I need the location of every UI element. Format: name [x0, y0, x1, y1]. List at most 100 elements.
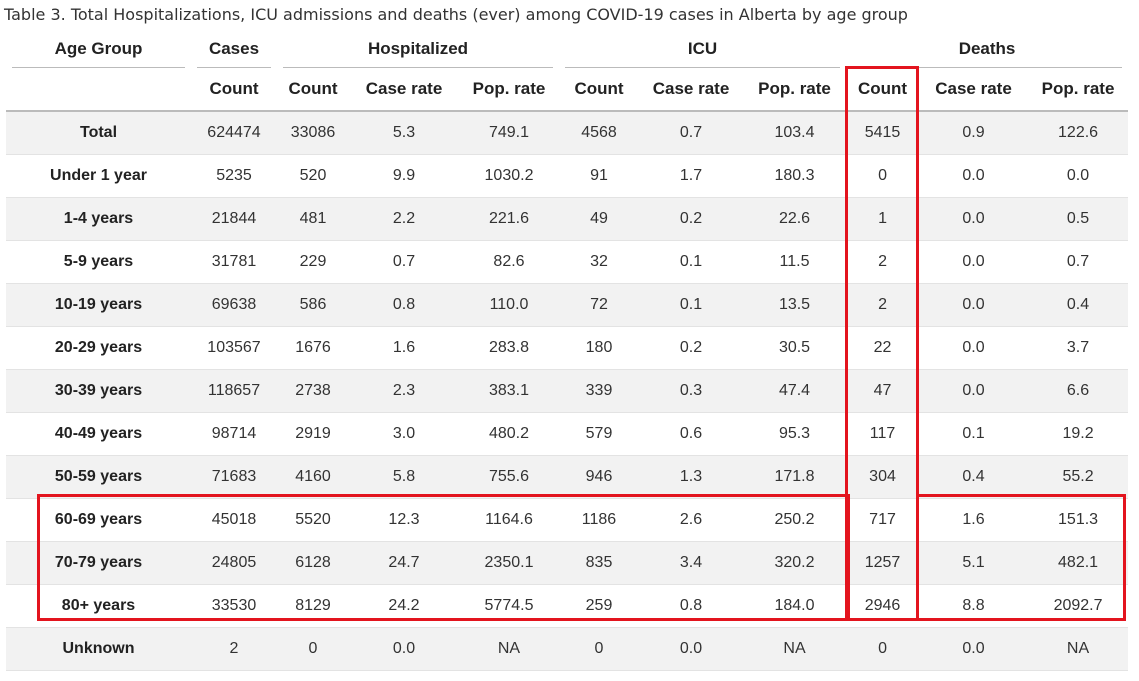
table-cell: 118657 [191, 370, 277, 413]
header-age-group: Age Group [6, 30, 191, 68]
table-cell: 4568 [559, 112, 639, 155]
table-cell: 0.7 [1028, 241, 1129, 284]
table-cell: 3.0 [349, 413, 459, 456]
table-cell: 0.0 [919, 241, 1029, 284]
table-cell: 24.2 [349, 585, 459, 628]
subheader-cell: Count [559, 68, 639, 112]
table-cell: 221.6 [459, 198, 559, 241]
subheader-cell: Case rate [349, 68, 459, 112]
table-cell: 8.8 [919, 585, 1029, 628]
table-cell: 0.0 [1028, 155, 1129, 198]
table-cell: 755.6 [459, 456, 559, 499]
table-cell: 320.2 [743, 542, 847, 585]
age-group-cell: 40-49 years [6, 413, 191, 456]
table-cell: 4160 [277, 456, 349, 499]
table-cell: 13.5 [743, 284, 847, 327]
table-cell: 6.6 [1028, 370, 1129, 413]
table-cell: 19.2 [1028, 413, 1129, 456]
table-cell: 946 [559, 456, 639, 499]
table-cell: 0.1 [639, 284, 743, 327]
table-cell: 0.7 [639, 112, 743, 155]
subheader-cell: Pop. rate [1028, 68, 1129, 112]
age-group-cell: Unknown [6, 628, 191, 671]
table-cell: 2738 [277, 370, 349, 413]
table-cell: 0.3 [639, 370, 743, 413]
table-cell: 21844 [191, 198, 277, 241]
table-cell: 0.0 [919, 284, 1029, 327]
table-cell: 0.7 [349, 241, 459, 284]
table-cell: 1.7 [639, 155, 743, 198]
table-cell: NA [459, 628, 559, 671]
table-cell: 0.0 [919, 628, 1029, 671]
table-cell: 0.4 [919, 456, 1029, 499]
header-deaths: Deaths [846, 30, 1128, 68]
table-cell: 45018 [191, 499, 277, 542]
table-cell: 2 [846, 284, 920, 327]
table-cell: 283.8 [459, 327, 559, 370]
table-row: 30-39 years 118657 2738 2.3 383.1 339 0.3 47.4 4… [6, 370, 1129, 413]
header-icu: ICU [559, 30, 846, 68]
table-cell: 110.0 [459, 284, 559, 327]
table-cell: 2.3 [349, 370, 459, 413]
table-cell: 1186 [559, 499, 639, 542]
table-cell: 0.4 [1028, 284, 1129, 327]
table-cell: 24805 [191, 542, 277, 585]
table-cell: 1164.6 [459, 499, 559, 542]
table-cell: 0.0 [919, 198, 1029, 241]
table-cell: 24.7 [349, 542, 459, 585]
table-cell: 383.1 [459, 370, 559, 413]
table-row: 10-19 years 69638 586 0.8 110.0 72 0.1 13.5 2 0.0… [6, 284, 1129, 327]
subheader-cell: Count [846, 68, 920, 112]
table-cell: 11.5 [743, 241, 847, 284]
table-cell: 2 [846, 241, 920, 284]
table-cell: 5774.5 [459, 585, 559, 628]
table-cell: 5415 [846, 112, 920, 155]
table-cell: 47.4 [743, 370, 847, 413]
table-cell: 5235 [191, 155, 277, 198]
age-group-cell: 1-4 years [6, 198, 191, 241]
table-cell: 579 [559, 413, 639, 456]
table-cell: 55.2 [1028, 456, 1129, 499]
table-cell: 586 [277, 284, 349, 327]
table-cell: 31781 [191, 241, 277, 284]
table-row: 5-9 years 31781 229 0.7 82.6 32 0.1 11.5 2 0.0 0.7 [6, 241, 1129, 284]
table-cell: 0 [559, 628, 639, 671]
table-cell: 33530 [191, 585, 277, 628]
age-group-cell: 30-39 years [6, 370, 191, 413]
table-cell: 180.3 [743, 155, 847, 198]
table-cell: 5.1 [919, 542, 1029, 585]
subheader-cell: Count [191, 68, 277, 112]
table-cell: 71683 [191, 456, 277, 499]
table-cell: 717 [846, 499, 920, 542]
table-cell: 0 [846, 155, 920, 198]
subheader-cell: Case rate [639, 68, 743, 112]
age-group-cell: 60-69 years [6, 499, 191, 542]
table-cell: 171.8 [743, 456, 847, 499]
table-cell: 0.1 [919, 413, 1029, 456]
hospitalization-table: Age Group Cases Hospitalized ICU Deaths … [6, 30, 1129, 671]
table-cell: 49 [559, 198, 639, 241]
table-cell: 22 [846, 327, 920, 370]
table-row: 1-4 years 21844 481 2.2 221.6 49 0.2 22.6 1 0.0 0.… [6, 198, 1129, 241]
subheader-blank [6, 68, 191, 112]
table-row: Total 624474 33086 5.3 749.1 4568 0.7 103.4 5415… [6, 112, 1129, 155]
table-cell: 5.3 [349, 112, 459, 155]
table-cell: 0.0 [919, 327, 1029, 370]
table-cell: 2.6 [639, 499, 743, 542]
table-cell: 0.8 [639, 585, 743, 628]
subheader-cell: Count [277, 68, 349, 112]
table-cell: 0.0 [919, 155, 1029, 198]
table-cell: 103.4 [743, 112, 847, 155]
table-row: 70-79 years 24805 6128 24.7 2350.1 835 3.4 320.… [6, 542, 1129, 585]
table-cell: 6128 [277, 542, 349, 585]
age-group-cell: 50-59 years [6, 456, 191, 499]
table-row: 50-59 years 71683 4160 5.8 755.6 946 1.3 171.8 3… [6, 456, 1129, 499]
age-group-cell: 70-79 years [6, 542, 191, 585]
table-cell: 304 [846, 456, 920, 499]
table-cell: 3.4 [639, 542, 743, 585]
table-cell: 520 [277, 155, 349, 198]
table-cell: 2350.1 [459, 542, 559, 585]
table-cell: 480.2 [459, 413, 559, 456]
table-cell: 22.6 [743, 198, 847, 241]
age-group-cell: 5-9 years [6, 241, 191, 284]
